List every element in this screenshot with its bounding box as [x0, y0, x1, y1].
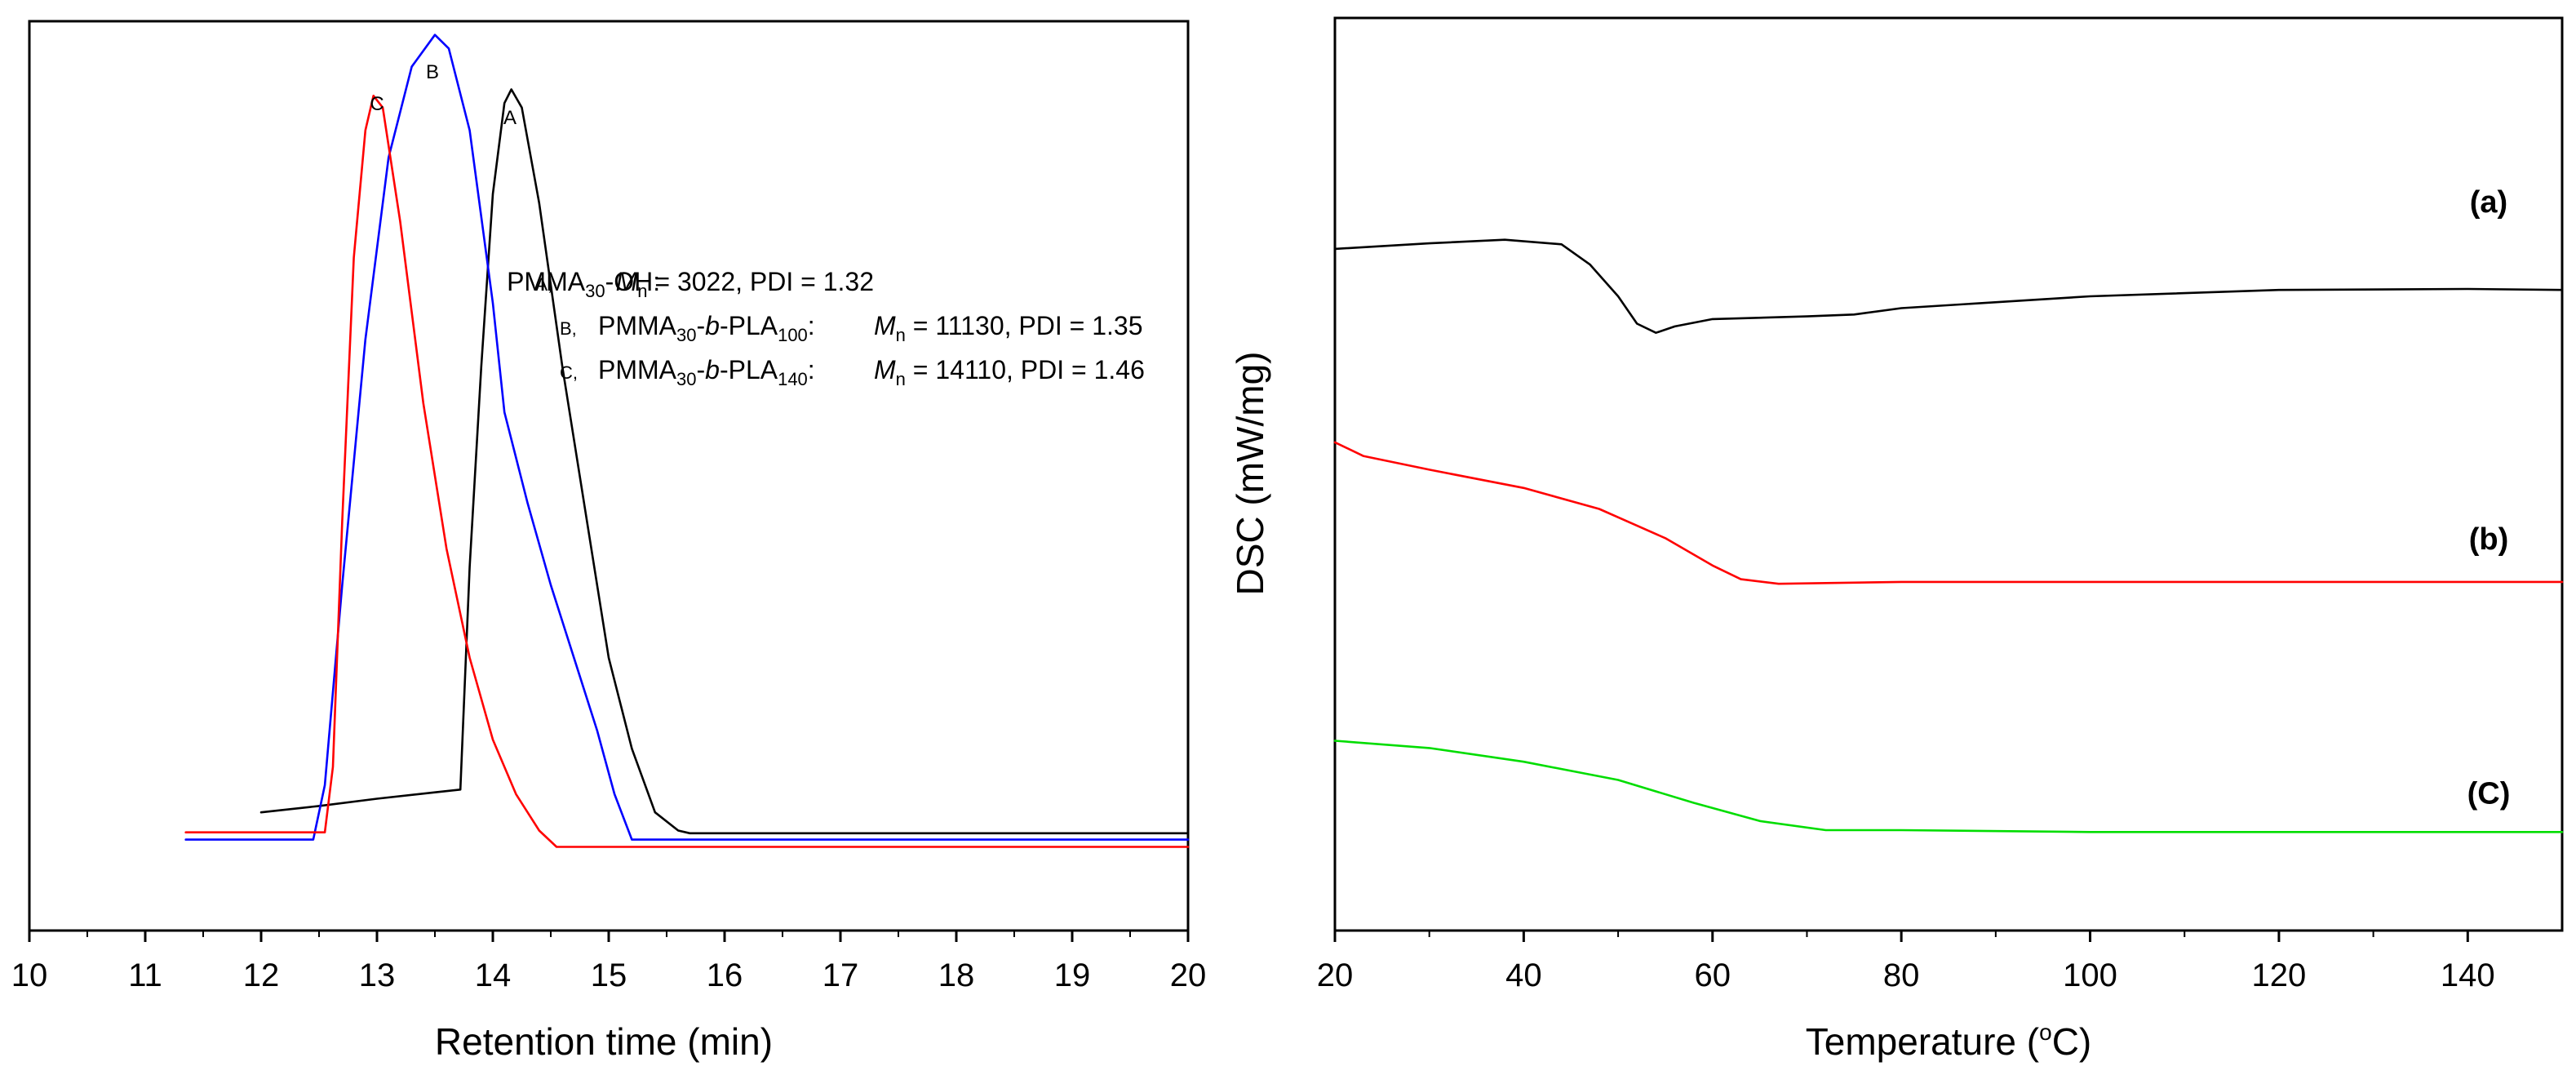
dsc-x-tick-label: 40 — [1505, 957, 1542, 993]
legend-msub-a: n — [637, 281, 647, 301]
legend-mlabel-a: M — [616, 267, 638, 296]
gpc-x-tick-label: 18 — [938, 957, 975, 993]
dsc-x-axis-title-main: Temperature ( — [1806, 1020, 2040, 1063]
peak-label-b: B — [426, 61, 439, 83]
dsc-x-tick-label: 80 — [1883, 957, 1920, 993]
legend-colon-c: : — [808, 355, 815, 384]
dsc-x-ticks: 20 40 60 80 100 120 140 — [1317, 931, 2495, 993]
dsc-curve-label-a: (a) — [2470, 185, 2507, 220]
dsc-series-a — [1333, 238, 2564, 335]
gpc-x-tick-label: 15 — [591, 957, 627, 993]
dsc-x-axis-title-sup: o — [2039, 1020, 2052, 1045]
gpc-chart: 10 11 12 13 14 15 16 17 18 19 20 C B A A, PMMA30-O… — [11, 20, 1207, 1063]
legend-sub1-a: 30 — [585, 281, 605, 301]
dsc-series-c — [1333, 740, 2564, 833]
legend-pla-c: -PLA — [720, 355, 778, 384]
gpc-x-tick-label: 12 — [243, 957, 280, 993]
legend-value-a: = 3022, PDI = 1.32 — [647, 267, 874, 296]
legend-row-b: B, PMMA30-b-PLA100: Mn = 11130, PDI = 1.… — [560, 311, 1142, 345]
gpc-x-tick-label: 10 — [11, 957, 48, 993]
legend-name-c: PMMA — [598, 355, 677, 384]
gpc-x-tick-label: 11 — [128, 957, 162, 993]
legend-value-c: = 14110, PDI = 1.46 — [906, 355, 1145, 384]
gpc-series-b — [184, 33, 1190, 841]
gpc-x-tick-label: 17 — [822, 957, 859, 993]
gpc-x-tick-label: 16 — [707, 957, 743, 993]
dsc-x-tick-label: 100 — [2063, 957, 2117, 993]
legend-name2-b: - — [696, 311, 705, 340]
legend-b-b: b — [705, 311, 720, 340]
legend-sub2-c: 140 — [778, 369, 808, 389]
peak-label-c: C — [370, 93, 384, 115]
dsc-series — [1333, 238, 2564, 833]
gpc-series-a — [259, 88, 1190, 835]
gpc-x-tick-label: 14 — [475, 957, 512, 993]
gpc-x-axis-title: Retention time (min) — [435, 1020, 773, 1063]
legend-id-a: A, — [535, 274, 552, 295]
dsc-x-tick-label: 60 — [1695, 957, 1731, 993]
legend-b-c: b — [705, 355, 720, 384]
legend-name2-a: -OH: — [605, 267, 661, 296]
legend-mlabel-c: M — [874, 355, 896, 384]
dsc-series-b — [1333, 441, 2564, 585]
dsc-x-axis-title: Temperature (oC) — [1806, 1020, 2091, 1063]
legend-pla-b: -PLA — [720, 311, 778, 340]
peak-label-a: A — [503, 107, 517, 129]
gpc-x-ticks: 10 11 12 13 14 15 16 17 18 19 20 — [11, 931, 1207, 993]
legend-id-b: B, — [560, 318, 577, 339]
legend-row-a: A, PMMA30-OH: Mn = 3022, PDI = 1.32 — [507, 267, 874, 301]
legend-sub1-c: 30 — [676, 369, 696, 389]
legend-id-c: C, — [560, 362, 578, 383]
legend-msub-c: n — [896, 369, 906, 389]
gpc-legend: A, PMMA30-OH: Mn = 3022, PDI = 1.32 B, P… — [507, 267, 1145, 389]
dsc-curve-label-b: (b) — [2469, 522, 2509, 557]
gpc-series-c — [184, 95, 1190, 848]
dsc-x-tick-label: 20 — [1317, 957, 1354, 993]
gpc-x-tick-label: 13 — [359, 957, 396, 993]
dsc-chart: 20 40 60 80 100 120 140 (a)(b)(C) DSC (mW/mg) … — [1229, 16, 2564, 1063]
gpc-plot-frame — [28, 20, 1190, 932]
legend-value-b: = 11130, PDI = 1.35 — [906, 311, 1143, 340]
legend-msub-b: n — [896, 325, 906, 345]
dsc-curve-labels: (a) (b) (C) — [2467, 185, 2511, 811]
dsc-x-tick-label: 120 — [2252, 957, 2307, 993]
legend-sub2-b: 100 — [778, 325, 808, 345]
legend-name2-c: - — [696, 355, 705, 384]
gpc-series — [184, 33, 1190, 848]
gpc-x-tick-label: 19 — [1054, 957, 1091, 993]
legend-sub1-b: 30 — [676, 325, 696, 345]
legend-row-c: C, PMMA30-b-PLA140: Mn = 14110, PDI = 1.… — [560, 355, 1145, 389]
legend-mlabel-b: M — [874, 311, 896, 340]
legend-name-b: PMMA — [598, 311, 677, 340]
dsc-curve-label-c: (C) — [2467, 776, 2511, 811]
dsc-x-axis-title-end: C) — [2052, 1020, 2092, 1063]
dsc-plot-frame — [1333, 16, 2564, 932]
dsc-y-axis-title: DSC (mW/mg) — [1229, 352, 1271, 596]
dsc-x-tick-label: 140 — [2441, 957, 2495, 993]
gpc-x-tick-label: 20 — [1170, 957, 1207, 993]
legend-name-a: PMMA — [507, 267, 586, 296]
legend-colon-b: : — [808, 311, 815, 340]
